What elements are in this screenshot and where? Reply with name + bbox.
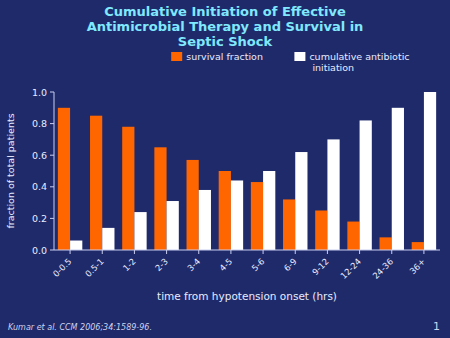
bar: [199, 190, 211, 250]
bar: [295, 152, 307, 250]
x-tick: [198, 250, 199, 254]
bar: [360, 120, 372, 250]
x-tick: [391, 250, 392, 254]
x-tick-label: 4-5: [217, 256, 234, 273]
y-tick-label: 0.0: [32, 245, 47, 256]
background: [0, 0, 450, 338]
title-line: Septic Shock: [178, 34, 273, 49]
x-tick-label: 24-36: [371, 256, 396, 281]
y-axis-label: fraction of total patients: [5, 113, 16, 228]
y-tick: [50, 92, 54, 93]
bar: [122, 127, 134, 250]
y-tick-label: 0.4: [32, 181, 47, 192]
x-tick-label: 5-6: [250, 256, 267, 273]
y-axis: [54, 92, 55, 250]
legend-swatch: [294, 52, 305, 61]
x-tick-label: 0.5-1: [83, 256, 106, 279]
x-tick-label: 0-0.5: [51, 256, 74, 279]
bar: [134, 212, 146, 250]
legend-label: survival fraction: [186, 51, 263, 62]
bar: [412, 242, 424, 250]
x-tick: [359, 250, 360, 254]
x-tick: [263, 250, 264, 254]
x-axis: [54, 250, 440, 251]
bars: [58, 92, 436, 250]
legend-line: survival fraction: [186, 51, 263, 62]
bar: [347, 222, 359, 250]
bar: [251, 182, 263, 250]
bar: [283, 199, 295, 250]
bar: [392, 108, 404, 250]
x-tick-label: 36+: [408, 256, 428, 276]
x-tick: [295, 250, 296, 254]
x-tick-label: 12-24: [338, 256, 363, 281]
y-tick-label: 1.0: [32, 87, 47, 98]
x-tick: [327, 250, 328, 254]
y-tick-label: 0.2: [32, 213, 47, 224]
x-tick-label: 9-12: [310, 256, 331, 277]
bar: [154, 147, 166, 250]
legend-swatch: [171, 52, 182, 61]
legend-label: cumulative antibiotic initiation: [309, 51, 409, 73]
bar: [90, 116, 102, 250]
bar: [327, 139, 339, 250]
x-tick: [102, 250, 103, 254]
x-tick: [166, 250, 167, 254]
bar: [102, 228, 114, 250]
chart: Cumulative Initiation of EffectiveAntimi…: [0, 0, 450, 338]
bar: [187, 160, 199, 250]
x-tick: [230, 250, 231, 254]
y-tick-label: 0.6: [32, 150, 47, 161]
title-line: Cumulative Initiation of Effective: [104, 4, 346, 19]
footnote: Kumar et al. CCM 2006;34:1589-96.: [8, 323, 152, 332]
y-tick-label: 0.8: [32, 118, 47, 129]
bar: [58, 108, 70, 250]
bar: [231, 180, 243, 250]
bar: [70, 241, 82, 250]
bar: [315, 211, 327, 251]
y-tick: [50, 123, 54, 124]
legend: survival fraction cumulative antibiotic i…: [171, 51, 409, 73]
x-tick: [134, 250, 135, 254]
x-tick-label: 6-9: [282, 256, 299, 273]
slide-number: 1: [433, 320, 440, 333]
bar: [263, 171, 275, 250]
x-tick-label: 1-2: [121, 256, 138, 273]
x-tick: [70, 250, 71, 254]
bar: [424, 92, 436, 250]
x-tick-label: 3-4: [185, 256, 202, 273]
x-axis-label: time from hypotension onset (hrs): [157, 290, 337, 302]
legend-line: cumulative antibiotic: [309, 51, 409, 62]
bar: [380, 237, 392, 250]
title: Cumulative Initiation of EffectiveAntimi…: [87, 4, 364, 49]
y-tick: [50, 155, 54, 156]
y-tick: [50, 250, 54, 251]
legend-line: initiation: [309, 62, 354, 73]
y-tick: [50, 218, 54, 219]
bar: [167, 201, 179, 250]
title-line: Antimicrobial Therapy and Survival in: [87, 19, 364, 34]
x-tick: [423, 250, 424, 254]
bar: [219, 171, 231, 250]
x-tick-label: 2-3: [153, 256, 170, 273]
y-tick: [50, 186, 54, 187]
